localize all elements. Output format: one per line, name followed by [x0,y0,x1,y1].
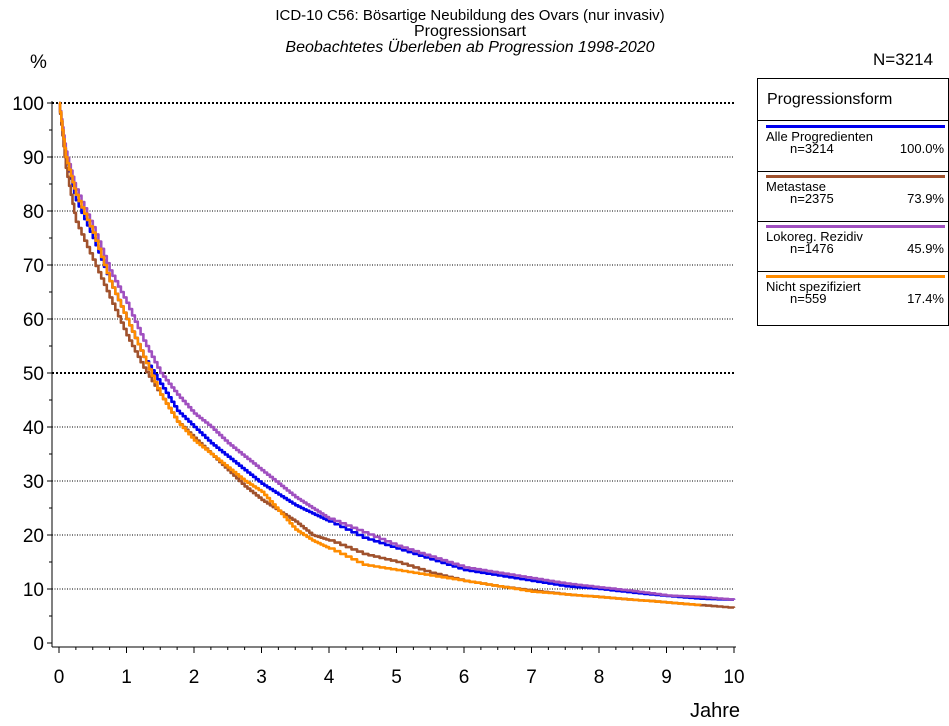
y-tick-label-100: 100 [12,94,44,115]
chart-subtitle: Progressionsart [413,23,527,40]
total-count: N=3214 [873,50,934,69]
legend-series-count: n=3214 [790,141,834,156]
legend-series-count: n=2375 [790,191,834,206]
legend-title: Progressionsform [758,79,948,121]
x-axis-label: Jahre [690,700,741,722]
y-tick-label-60: 60 [23,310,44,331]
y-tick-label-0: 0 [33,634,44,655]
legend-series-name: Metastase [766,179,826,194]
legend-series-name: Alle Progredienten [766,129,873,144]
x-tick-label-9: 9 [661,667,672,688]
legend-series-count: n=1476 [790,241,834,256]
legend-swatch [766,225,945,228]
y-tick-label-80: 80 [23,202,44,223]
y-tick-label-20: 20 [23,526,44,547]
legend-series-percent: 73.9% [907,191,944,206]
legend-item: Lokoreg. Rezidiv n=1476 45.9% [758,221,948,272]
chart-title-block: ICD-10 C56: Bösartige Neubildung des Ova… [150,8,790,56]
legend-series-name: Nicht spezifiziert [766,279,861,294]
y-tick-label-70: 70 [23,256,44,277]
x-tick-label-7: 7 [526,667,537,688]
x-tick-label-6: 6 [459,667,470,688]
series-line-1 [58,101,736,609]
legend-series-percent: 17.4% [907,291,944,306]
legend-series-count: n=559 [790,291,827,306]
series-line-3 [58,101,702,607]
legend-swatch [766,275,945,278]
legend-series-percent: 100.0% [899,141,944,156]
chart-subtitle-italic: Beobachtetes Überleben ab Progression 19… [285,39,655,56]
legend-series-percent: 45.9% [907,241,944,256]
x-tick-label-4: 4 [324,667,335,688]
legend-item: Nicht spezifiziert n=559 17.4% [758,271,948,321]
x-tick-label-8: 8 [594,667,605,688]
series-line-2 [58,101,736,601]
y-tick-label-30: 30 [23,472,44,493]
y-tick-label-50: 50 [23,364,44,385]
x-tick-label-1: 1 [121,667,132,688]
legend-swatch [766,175,945,178]
x-tick-label-0: 0 [54,667,65,688]
series-line-0 [58,101,736,601]
x-tick-label-5: 5 [391,667,402,688]
chart-title: ICD-10 C56: Bösartige Neubildung des Ova… [275,7,665,24]
x-tick-label-2: 2 [189,667,200,688]
y-tick-label-90: 90 [23,148,44,169]
legend-swatch [766,125,945,128]
legend: Progressionsform Alle Progredienten n=321… [757,78,949,326]
x-tick-label-3: 3 [256,667,267,688]
legend-series-name: Lokoreg. Rezidiv [766,229,863,244]
legend-item: Alle Progredienten n=3214 100.0% [758,121,948,172]
legend-item: Metastase n=2375 73.9% [758,171,948,222]
y-tick-label-10: 10 [23,580,44,601]
x-tick-label-10: 10 [723,667,744,688]
y-axis-label: % [30,52,47,73]
y-tick-label-40: 40 [23,418,44,439]
